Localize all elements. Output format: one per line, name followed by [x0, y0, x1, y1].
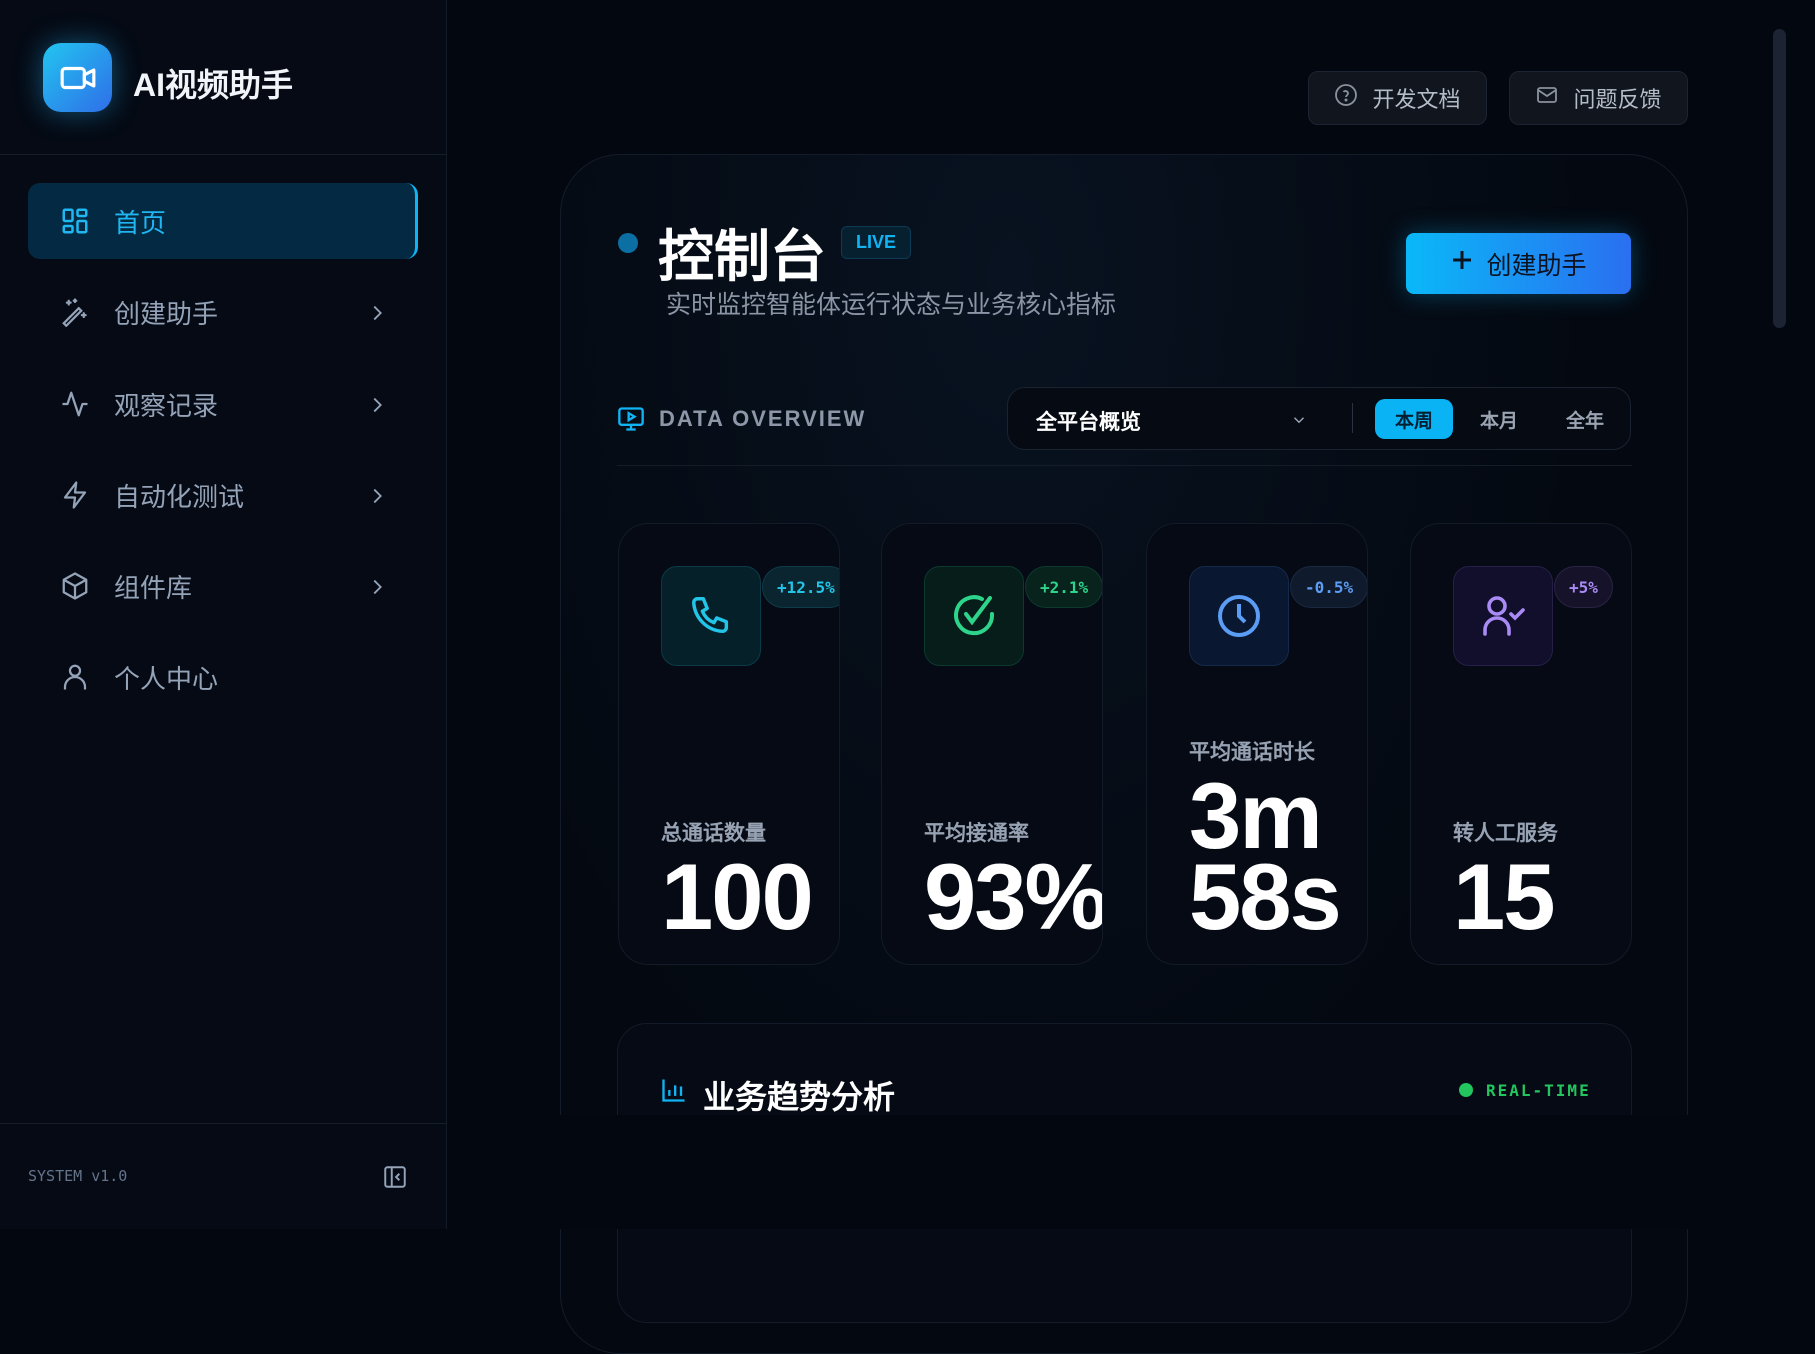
stat-value: 100 — [661, 844, 814, 950]
check-circle-icon — [924, 566, 1024, 666]
phone-icon — [661, 566, 761, 666]
system-version: SYSTEM v1.0 — [28, 1167, 128, 1185]
page-title: 控制台 — [658, 225, 826, 288]
realtime-label: REAL-TIME — [1486, 1081, 1591, 1100]
chevron-right-icon — [366, 300, 388, 331]
chevron-right-icon — [366, 574, 388, 605]
divider — [0, 154, 447, 155]
sidebar-item-profile[interactable]: 个人中心 — [28, 639, 418, 715]
scrollbar-thumb[interactable] — [1773, 29, 1786, 328]
activity-pulse-icon — [58, 387, 92, 421]
change-badge: +5% — [1554, 566, 1613, 608]
stat-card-connect-rate: +2.1% 平均接通率 93% — [881, 523, 1103, 965]
page-subtitle: 实时监控智能体运行状态与业务核心指标 — [666, 291, 1117, 319]
tab-this-week[interactable]: 本周 — [1375, 399, 1453, 439]
create-assistant-label: 创建助手 — [1486, 251, 1587, 280]
tab-this-month[interactable]: 本月 — [1479, 410, 1518, 432]
clock-icon — [1189, 566, 1289, 666]
bar-chart-icon — [660, 1076, 688, 1109]
sidebar-item-label: 首页 — [114, 207, 167, 238]
feedback-label: 问题反馈 — [1573, 87, 1662, 112]
status-dot — [618, 233, 638, 253]
realtime-dot — [1459, 1083, 1473, 1097]
chevron-down-icon[interactable] — [1290, 411, 1308, 434]
tab-this-year[interactable]: 全年 — [1565, 410, 1604, 432]
chevron-right-icon — [366, 483, 388, 514]
user-icon — [58, 660, 92, 694]
live-badge: LIVE — [841, 226, 911, 259]
stat-label: 转人工服务 — [1453, 822, 1558, 846]
dashboard-grid-icon — [58, 204, 92, 238]
sidebar: AI视频助手 首页 创建助手 观察记录 自动化测试 组件库 个人中心 SYSTE… — [0, 0, 447, 1229]
sidebar-item-observation-records[interactable]: 观察记录 — [28, 366, 418, 442]
docs-button[interactable]: 开发文档 — [1308, 71, 1487, 125]
sidebar-item-automation-testing[interactable]: 自动化测试 — [28, 457, 418, 533]
sidebar-item-label: 观察记录 — [114, 390, 219, 421]
cube-icon — [58, 569, 92, 603]
stat-value: 15 — [1453, 844, 1556, 950]
stat-value-seconds: 58s — [1189, 844, 1342, 950]
data-overview-label: DATA OVERVIEW — [659, 406, 867, 431]
change-badge: -0.5% — [1290, 566, 1367, 608]
stat-card-total-calls: +12.5% 总通话数量 100 — [618, 523, 840, 965]
stat-value: 93% — [924, 844, 1103, 950]
sidebar-item-label: 个人中心 — [114, 663, 219, 694]
user-check-icon — [1453, 566, 1553, 666]
change-badge: +12.5% — [762, 566, 839, 608]
sidebar-item-label: 组件库 — [114, 572, 193, 603]
logo-video-camera-icon — [43, 43, 112, 112]
plus-icon — [1450, 248, 1474, 279]
help-circle-icon — [1334, 83, 1358, 113]
app-title: AI视频助手 — [133, 67, 294, 103]
mail-icon — [1535, 83, 1559, 113]
viewport-bottom — [447, 1115, 1815, 1229]
stat-label: 平均通话时长 — [1189, 741, 1315, 765]
sidebar-item-home[interactable]: 首页 — [28, 183, 418, 259]
divider — [0, 1123, 447, 1124]
sidebar-item-label: 自动化测试 — [114, 481, 245, 512]
stat-card-avg-duration: -0.5% 平均通话时长 3m 58s — [1146, 523, 1368, 965]
create-assistant-button[interactable]: 创建助手 — [1406, 233, 1631, 294]
sidebar-item-label: 创建助手 — [114, 298, 219, 329]
sidebar-item-component-library[interactable]: 组件库 — [28, 548, 418, 624]
stat-card-human-transfer: +5% 转人工服务 15 — [1410, 523, 1632, 965]
sidebar-item-create-assistant[interactable]: 创建助手 — [28, 274, 418, 350]
feedback-button[interactable]: 问题反馈 — [1509, 71, 1688, 125]
stat-label: 平均接通率 — [924, 822, 1029, 846]
chevron-right-icon — [366, 392, 388, 423]
stat-value-minutes: 3m — [1189, 763, 1323, 869]
scope-dropdown[interactable]: 全平台概览 — [1036, 411, 1141, 434]
monitor-play-icon — [617, 405, 645, 438]
lightning-icon — [58, 478, 92, 512]
docs-label: 开发文档 — [1372, 87, 1461, 112]
divider — [617, 465, 1632, 466]
overview-filter-bar — [1007, 387, 1631, 450]
stat-label: 总通话数量 — [661, 822, 766, 846]
divider — [1352, 403, 1353, 433]
change-badge: +2.1% — [1025, 566, 1102, 608]
collapse-sidebar-icon[interactable] — [382, 1164, 408, 1190]
trend-title: 业务趋势分析 — [703, 1079, 896, 1115]
magic-wand-icon — [58, 295, 92, 329]
